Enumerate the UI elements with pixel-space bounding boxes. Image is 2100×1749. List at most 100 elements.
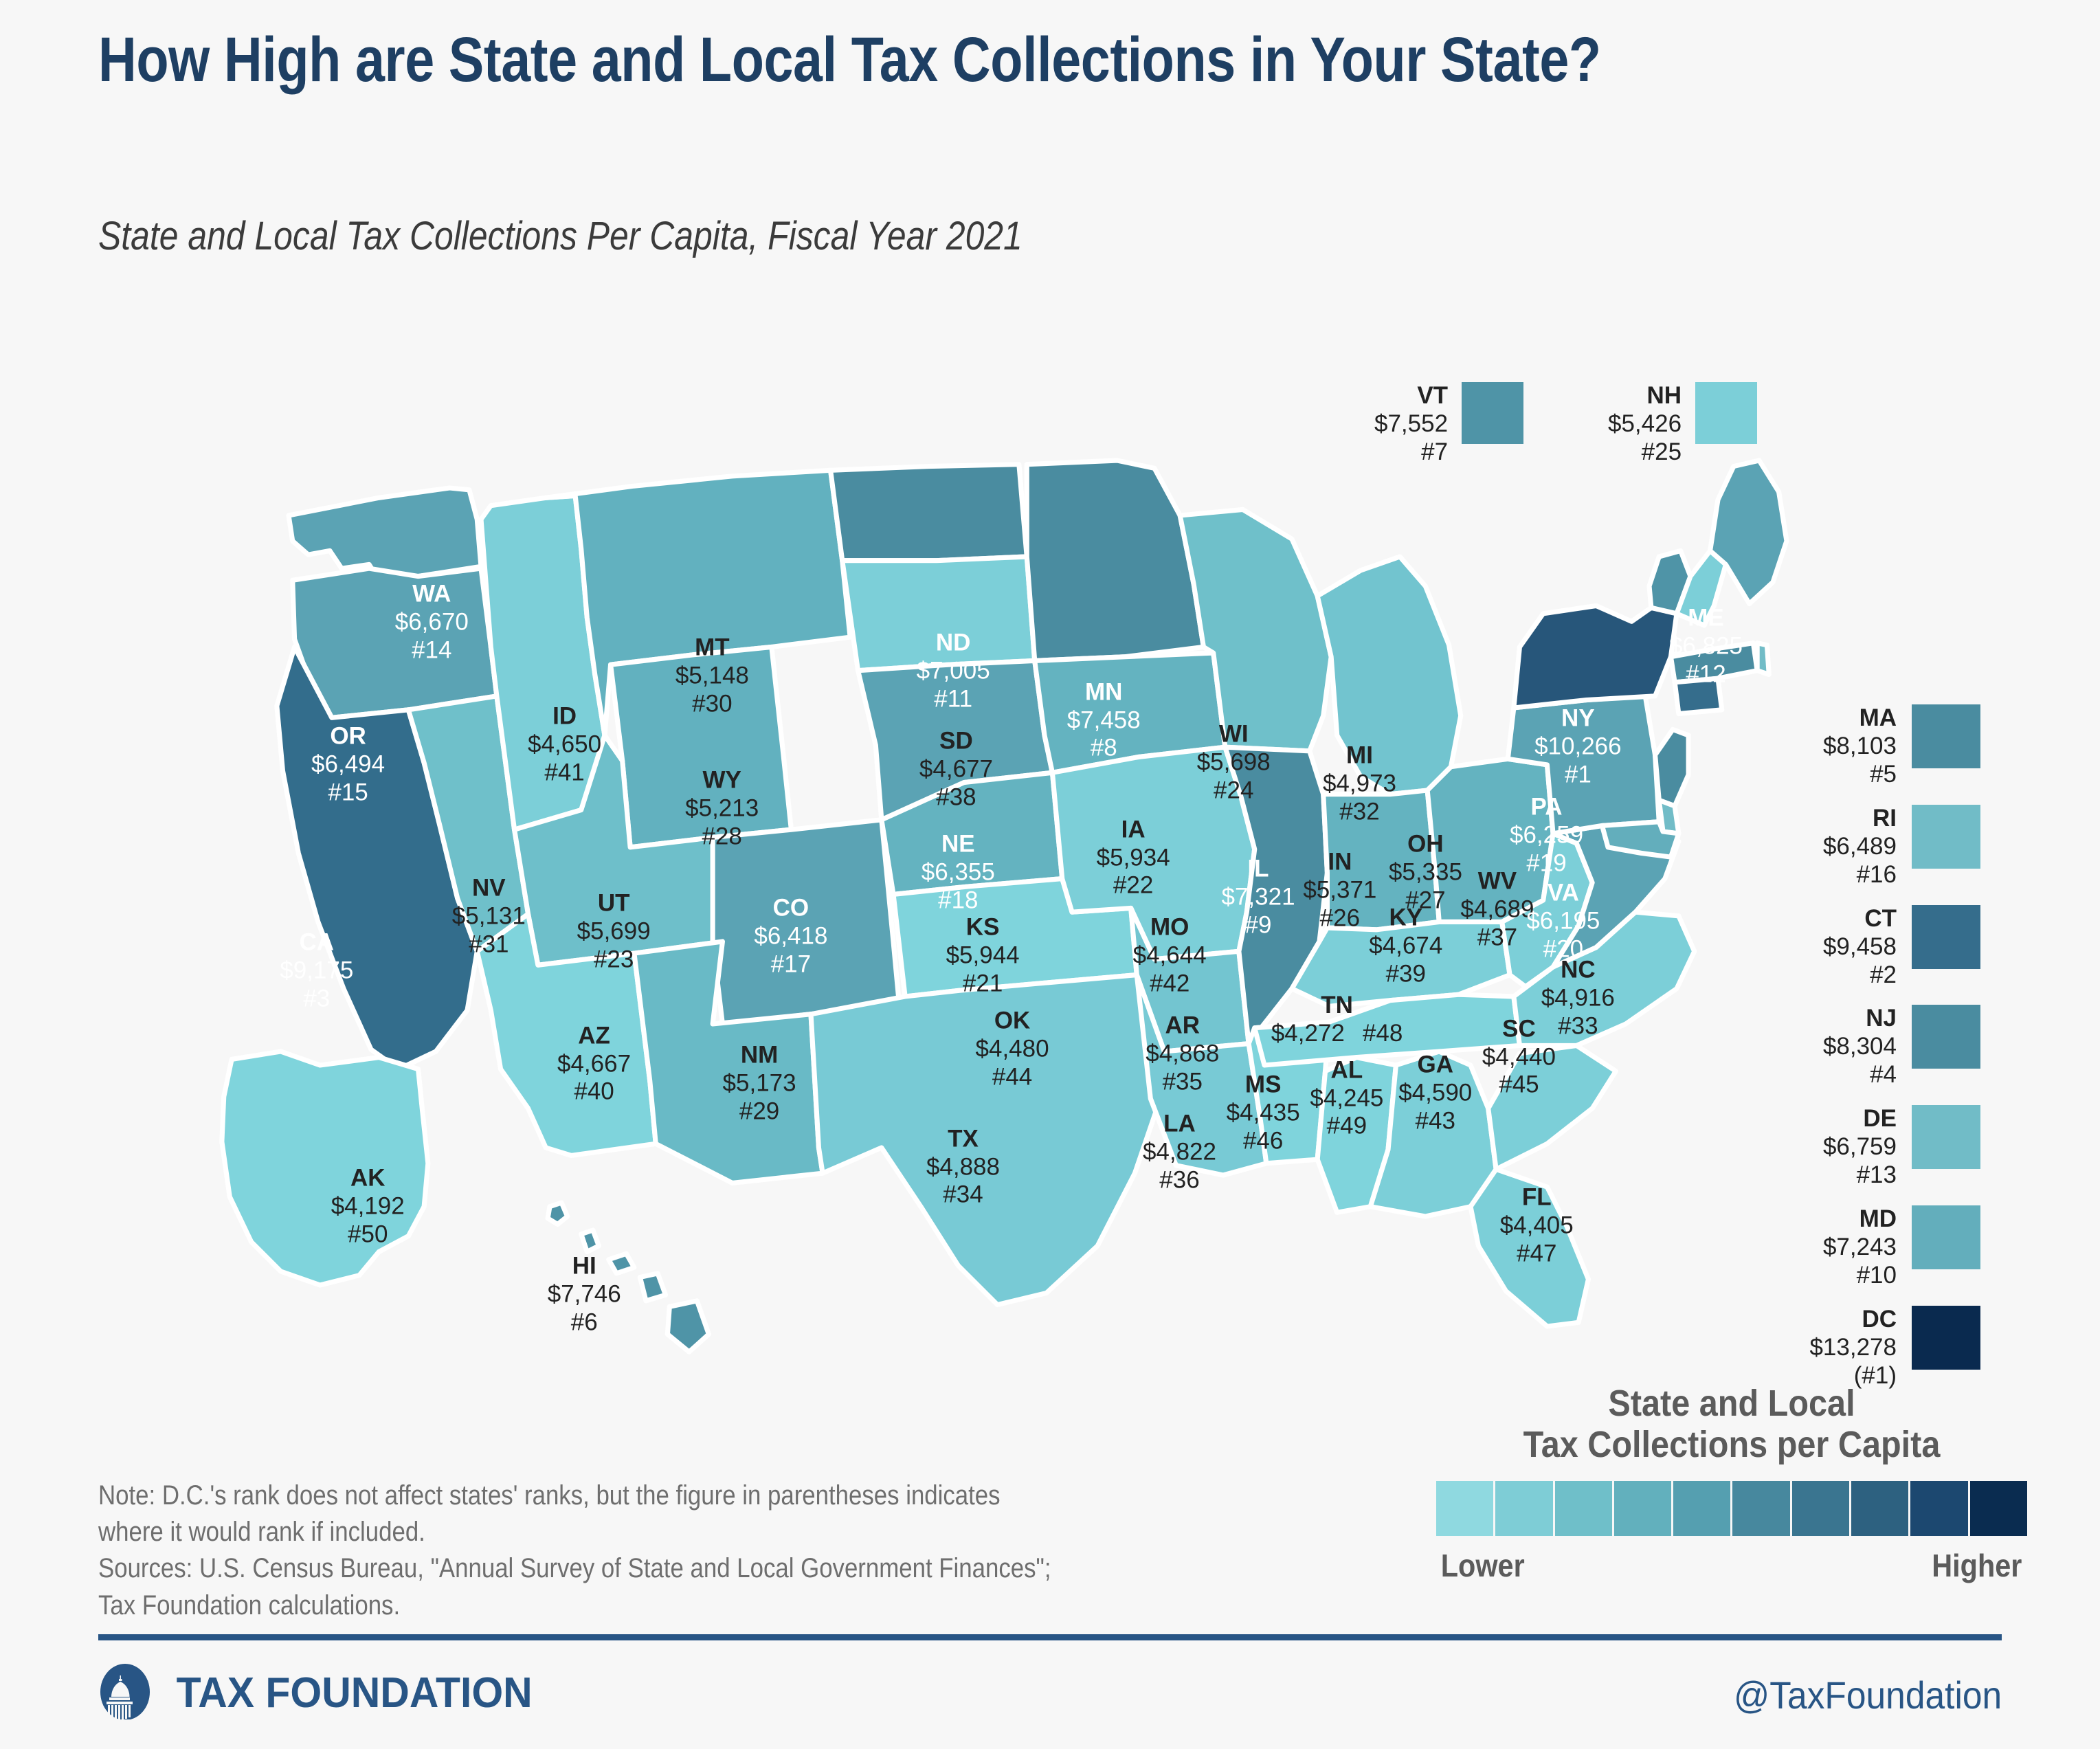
state-shape-or[interactable] [290,566,500,720]
state-shape-co[interactable] [710,817,902,1027]
state-shape-az[interactable] [474,911,658,1159]
legend-abbr: DC [1862,1305,1897,1333]
legend-item-de: DE $6,759 #13 [1773,1105,2062,1190]
footer-divider [98,1634,2002,1640]
scale-swatch-3 [1554,1480,1612,1536]
tax-foundation-logo[interactable]: TAX FOUNDATION [98,1663,541,1722]
scale-high-label: Higher [1932,1547,2022,1583]
callout-rank: #25 [1641,438,1682,465]
legend-value: $8,103 [1822,732,1897,759]
legend-abbr: MA [1859,704,1897,731]
state-shape-in[interactable] [1321,788,1442,933]
legend-rank: #13 [1856,1161,1897,1189]
scale-swatch-5 [1673,1480,1731,1536]
legend-item-text: DC $13,278 (#1) [1773,1306,1897,1390]
scale-swatch-2 [1495,1480,1553,1536]
scale-swatch-7 [1791,1480,1850,1536]
color-scale-legend: State and Local Tax Collections per Capit… [1436,1383,2027,1584]
legend-value: $6,489 [1822,832,1897,860]
legend-swatch [1912,1205,1980,1270]
legend-item-ri: RI $6,489 #16 [1773,804,2062,889]
legend-item-text: DE $6,759 #13 [1773,1105,1897,1190]
scale-swatch-4 [1613,1480,1672,1536]
legend-item-text: MD $7,243 #10 [1773,1205,1897,1290]
legend-item-dc: DC $13,278 (#1) [1773,1305,2062,1390]
legend-value: $6,759 [1822,1133,1897,1161]
color-scale-swatches [1436,1480,2027,1536]
legend-item-text: CT $9,458 #2 [1773,905,1897,990]
legend-swatch [1912,1305,1980,1370]
state-shape-sd[interactable] [840,554,1038,673]
callout-swatch [1695,382,1758,444]
legend-abbr: RI [1873,804,1897,832]
color-scale-title: State and Local Tax Collections per Capit… [1466,1383,1998,1466]
callout-abbr: VT [1417,382,1449,409]
state-shape-ny[interactable] [1511,603,1679,711]
page-title: How High are State and Local Tax Collect… [98,25,1601,95]
state-shape-tn[interactable] [1252,992,1522,1068]
state-shape-md[interactable] [1599,819,1682,860]
scale-swatch-8 [1851,1480,1909,1536]
us-choropleth-map: WA $6,670 #14 OR $6,494 #15 CA $9,175 #3 NV $5,131… [82,323,1814,1423]
state-shape-oh[interactable] [1425,756,1556,925]
legend-value: $8,304 [1822,1033,1897,1060]
legend-item-text: MA $8,103 #5 [1773,704,1897,789]
legend-item-ct: CT $9,458 #2 [1773,904,2062,990]
state-shape-ak[interactable] [219,1049,431,1288]
scale-low-label: Lower [1440,1547,1525,1583]
state-shapes-group [219,458,1789,1355]
page-subtitle: State and Local Tax Collections Per Capi… [98,214,1023,258]
us-map-svg [219,458,1789,1355]
legend-rank: #10 [1856,1261,1897,1289]
legend-abbr: MD [1859,1205,1897,1233]
state-shape-tx[interactable] [808,972,1163,1308]
scale-swatch-9 [1910,1480,1968,1536]
legend-swatch [1912,804,1980,869]
logo-wordmark: TAX FOUNDATION [176,1669,533,1717]
capitol-dome-icon [100,1664,150,1722]
legend-swatch [1912,1005,1980,1069]
legend-item-nj: NJ $8,304 #4 [1773,1005,2062,1089]
small-states-legend: MA $8,103 #5 RI $6,489 #16 CT $9,458 #2 NJ $8,304 #… [1773,704,2062,1406]
state-shape-nj[interactable] [1653,726,1691,809]
legend-swatch [1912,704,1980,768]
legend-abbr: CT [1864,904,1897,932]
state-shape-nc[interactable] [1511,909,1697,1049]
state-shape-ri[interactable] [1754,640,1772,677]
state-shape-ct[interactable] [1672,676,1725,717]
callout-text: VT $7,552 #7 [1374,382,1448,467]
source-note: Note: D.C.'s rank does not affect states… [98,1478,1145,1624]
scale-swatch-6 [1732,1480,1790,1536]
legend-value: $7,243 [1822,1234,1897,1260]
callout-vt: VT $7,552 #7 [1374,382,1524,467]
scale-title-line: State and Local [1608,1383,1855,1424]
scale-title-line: Tax Collections per Capita [1523,1424,1941,1466]
social-handle[interactable]: @TaxFoundation [1733,1673,2002,1717]
legend-value: $13,278 [1809,1333,1897,1361]
callout-nh: NH $5,426 #25 [1608,382,1758,467]
legend-value: $9,458 [1822,933,1897,960]
legend-item-ma: MA $8,103 #5 [1773,704,2062,789]
state-shape-hi[interactable] [545,1200,711,1355]
state-shape-fl[interactable] [1468,1166,1591,1329]
state-shape-nd[interactable] [828,462,1029,564]
state-shape-sc[interactable] [1486,1043,1618,1172]
state-shape-wy[interactable] [608,644,794,850]
scale-swatch-1 [1436,1480,1494,1536]
scale-swatch-10 [1969,1480,2027,1536]
note-line-2: Sources: U.S. Census Bureau, "Annual Sur… [98,1553,1051,1620]
callout-value: $7,552 [1374,410,1449,437]
legend-rank: #2 [1870,961,1897,988]
legend-rank: #4 [1870,1061,1897,1089]
legend-item-md: MD $7,243 #10 [1773,1205,2062,1290]
state-shape-me[interactable] [1708,458,1789,607]
callout-swatch [1462,382,1524,444]
state-shape-mn[interactable] [1024,458,1207,663]
legend-swatch [1912,904,1980,969]
state-shape-wa[interactable] [286,485,484,583]
legend-abbr: NJ [1866,1005,1897,1032]
callout-text: NH $5,426 #25 [1608,382,1682,467]
state-shape-mi[interactable] [1315,554,1464,797]
legend-item-text: RI $6,489 #16 [1773,805,1897,889]
legend-item-text: NJ $8,304 #4 [1773,1005,1897,1089]
